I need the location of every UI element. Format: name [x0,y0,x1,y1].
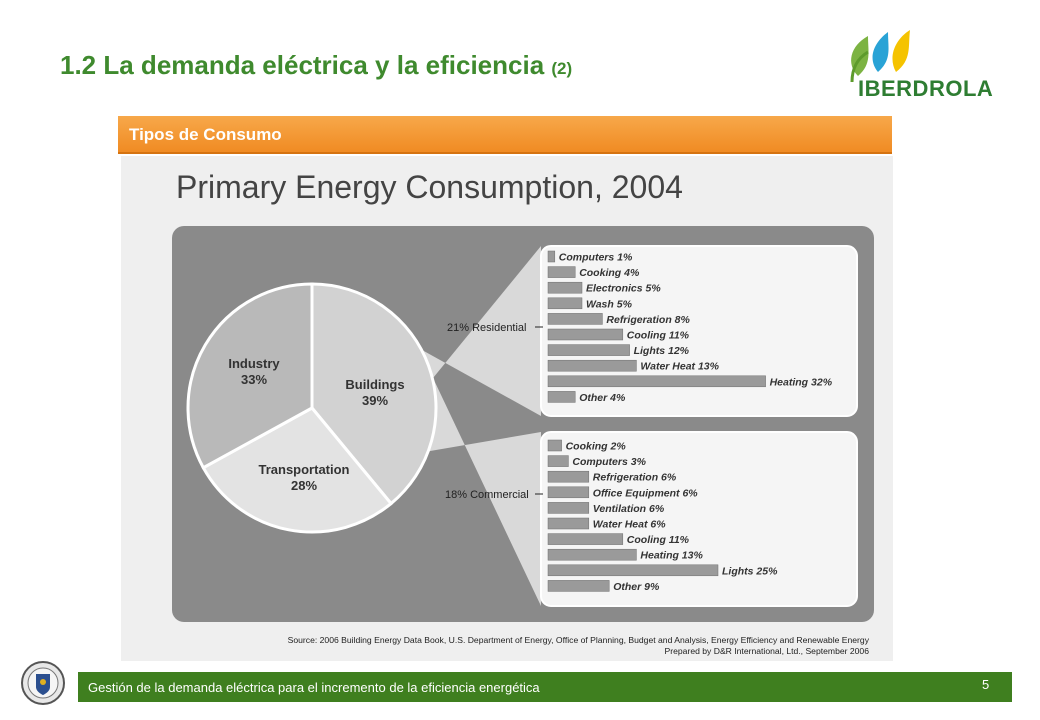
commercial-bar [547,439,562,452]
pie-label-buildings: Buildings 39% [345,377,404,408]
commercial-bar-label: Ventilation 6% [593,503,665,515]
commercial-bar-label: Water Heat 6% [593,519,666,531]
commercial-bar-label: Lights 25% [722,565,778,577]
commercial-bar [547,564,719,577]
residential-bar [547,328,624,341]
section-label: Tipos de Consumo [129,125,282,144]
university-seal-icon [21,661,65,705]
commercial-bar [547,470,590,483]
section-header: Tipos de Consumo [118,116,892,154]
commercial-bar [547,533,624,545]
residential-bar-label: Computers 1% [559,252,633,264]
commercial-bar [547,517,590,530]
chart-credit: Prepared by D&R International, Ltd., Sep… [665,646,870,656]
logo-text: IBERDROLA [858,76,994,101]
residential-bar [547,313,603,325]
zoom-wedge-residential [314,246,541,416]
iberdrola-logo-icon [850,30,910,83]
commercial-bar-label: Refrigeration 6% [593,472,677,484]
residential-bar [547,281,583,294]
pie-group: Buildings 39% Transportation 28% Industry 33% [186,282,438,534]
footer-bar: Gestión de la demanda eléctrica para el … [78,672,1012,702]
commercial-label: 18% Commercial [445,489,529,501]
commercial-bar-label: Cooking 2% [566,441,627,453]
residential-bar-label: Cooking 4% [579,267,640,279]
commercial-bar [547,486,590,499]
energy-consumption-chart: Primary Energy Consumption, 2004 Buildin… [172,169,874,656]
residential-bar [547,250,556,263]
pie-slice-transportation [201,406,394,534]
commercial-bar-label: Office Equipment 6% [593,487,698,499]
residential-bar-label: Water Heat 13% [640,361,719,373]
commercial-box [540,431,858,607]
residential-bar [547,297,583,310]
pie-label-transportation: Transportation 28% [258,462,349,493]
pie-slice-industry [186,282,314,470]
chart-title: Primary Energy Consumption, 2004 [176,169,683,205]
commercial-bars: Cooking 2% Computers 3% Refrigeration 6% Of… [547,439,778,593]
commercial-bar [547,580,610,592]
residential-bar-label: Refrigeration 8% [606,314,690,326]
pie-label-industry: Industry 33% [228,356,280,387]
residential-bar [547,375,766,388]
commercial-bar-label: Other 9% [613,581,660,593]
commercial-bar [547,455,569,467]
residential-bar-label: Electronics 5% [586,283,661,295]
slide-title: 1.2 La demanda eléctrica y la eficiencia… [60,50,572,81]
residential-bar-label: Heating 32% [770,376,833,388]
commercial-bar-label: Computers 3% [572,456,646,468]
zoom-wedge-commercial [401,378,541,606]
zoom-wedges [314,246,541,606]
chart-source: Source: 2006 Building Energy Data Book, … [288,635,870,645]
residential-bar-label: Cooling 11% [627,330,690,342]
residential-bars: Computers 1% Cooking 4% Electronics 5% Wash… [547,250,833,404]
residential-bar-label: Wash 5% [586,298,633,310]
footer-text: Gestión de la demanda eléctrica para el … [88,680,540,695]
chart-area: Primary Energy Consumption, 2004 Buildin… [121,156,893,661]
residential-label: 21% Residential [447,322,527,334]
commercial-bar-label: Heating 13% [640,550,703,562]
residential-bar [547,391,576,403]
commercial-bar-label: Cooling 11% [627,534,690,546]
residential-bar-label: Other 4% [579,392,626,404]
slide-title-text: 1.2 La demanda eléctrica y la eficiencia [60,50,545,80]
residential-bar-label: Lights 12% [634,345,690,357]
slide-title-suffix: (2) [551,59,573,78]
residential-bar [547,266,576,278]
page-number: 5 [982,677,990,692]
residential-bar [547,359,637,372]
residential-box [540,245,858,417]
residential-bar [547,344,630,356]
pie-slice-buildings [310,282,438,506]
commercial-bar [547,548,637,561]
commercial-bar [547,502,590,514]
